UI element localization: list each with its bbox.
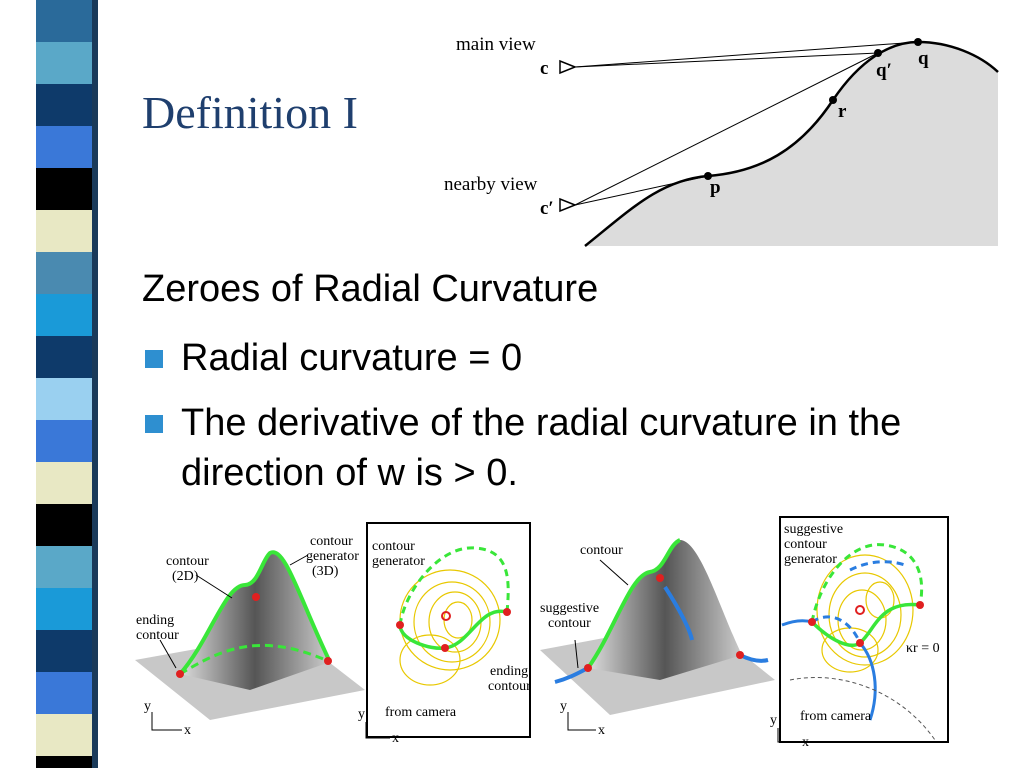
label-q: q — [918, 48, 929, 69]
bullet-item: The derivative of the radial curvature i… — [145, 398, 981, 498]
bullet-item: Radial curvature = 0 — [145, 333, 981, 383]
stripe-block — [36, 672, 92, 714]
fig-label: suggestive — [784, 522, 843, 537]
stripe-block — [36, 336, 92, 378]
label-p: p — [710, 177, 721, 198]
axis-label: x — [802, 735, 809, 750]
stripe-block — [36, 756, 92, 768]
fig-label: from camera — [800, 709, 872, 724]
stripe-block — [36, 504, 92, 546]
fig-label: contour — [488, 679, 531, 694]
fig-label: (3D) — [312, 564, 339, 579]
fig-label: κr = 0 — [906, 641, 940, 656]
fig-label: contour — [548, 616, 591, 631]
stripe-block — [36, 588, 92, 630]
fig-label: contour — [784, 537, 827, 552]
stripe-block — [36, 378, 92, 420]
figure-4: suggestive contour generator from camera… — [770, 516, 949, 750]
fig-label: ending — [136, 613, 174, 628]
stripe-block — [36, 0, 92, 42]
bullet-text: The derivative of the radial curvature i… — [181, 402, 902, 494]
bullet-marker — [145, 415, 163, 433]
top-figure: main view c q′ q r nearby view c′ p — [444, 34, 999, 247]
fig-label: contour — [136, 628, 179, 643]
fig-label: generator — [306, 549, 359, 564]
fig-label: contour — [372, 539, 415, 554]
stripe-block — [36, 126, 92, 168]
fig-label: contour — [580, 543, 623, 558]
body-heading: Zeroes of Radial Curvature — [142, 268, 599, 310]
axis-label: y — [770, 713, 777, 728]
fig-label: contour — [166, 554, 209, 569]
label-c: c — [540, 58, 548, 79]
bullet-text: Radial curvature = 0 — [181, 337, 523, 379]
fig-label: ending — [490, 664, 528, 679]
decorative-stripe — [36, 0, 98, 768]
stripe-block — [36, 168, 92, 210]
fig-label: generator — [784, 552, 837, 567]
stripe-block — [36, 546, 92, 588]
stripe-block — [36, 294, 92, 336]
label-r: r — [838, 101, 847, 122]
label-q-prime: q′ — [876, 60, 892, 81]
fig-label: suggestive — [540, 601, 599, 616]
figure-2: contour generator ending contour from ca… — [358, 522, 531, 746]
axis-label: x — [392, 731, 399, 746]
stripe-edge — [92, 0, 98, 768]
fig-label: from camera — [385, 705, 457, 720]
slide-title: Definition I — [142, 87, 358, 138]
axis-label: y — [358, 707, 365, 722]
stripe-block — [36, 462, 92, 504]
bullet-marker — [145, 350, 163, 368]
label-nearby-view: nearby view — [444, 174, 538, 195]
stripe-block — [36, 210, 92, 252]
stripe-block — [36, 630, 92, 672]
fig-label: (2D) — [172, 569, 199, 584]
label-c-prime: c′ — [540, 198, 554, 219]
stripe-block — [36, 420, 92, 462]
axis-label: x — [598, 723, 605, 738]
axis-label: y — [144, 699, 151, 714]
axis-label: y — [560, 699, 567, 714]
figure-1: contour (2D) contour generator (3D) endi… — [135, 534, 365, 738]
stripe-block — [36, 84, 92, 126]
figure-3: contour suggestive contour y x — [540, 538, 775, 738]
stripe-block — [36, 714, 92, 756]
fig-label: generator — [372, 554, 425, 569]
stripe-block — [36, 42, 92, 84]
fig-label: contour — [310, 534, 353, 549]
stripe-block — [36, 252, 92, 294]
label-main-view: main view — [456, 34, 536, 55]
axis-label: x — [184, 723, 191, 738]
